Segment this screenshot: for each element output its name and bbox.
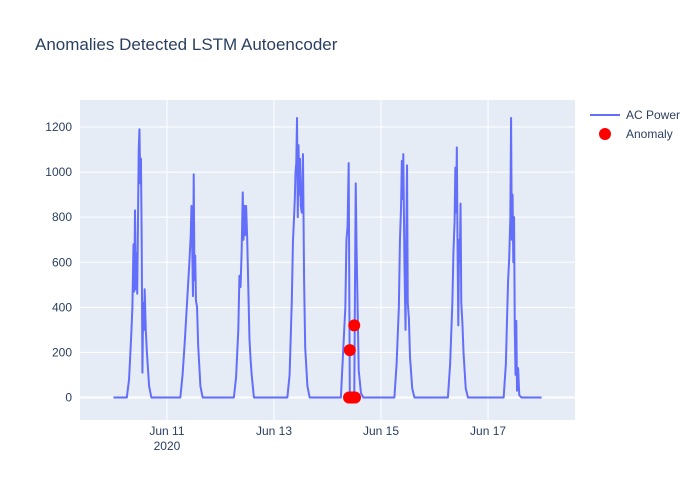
anomaly-point: [348, 319, 361, 332]
y-tick-label: 1200: [45, 120, 72, 134]
legend-anomaly-swatch: [599, 128, 611, 140]
ac-power-line: [113, 117, 542, 399]
y-tick-label: 400: [52, 300, 72, 314]
x-tick-sublabel: 2020: [154, 439, 181, 453]
series-layer: [113, 117, 542, 404]
legend-anomaly-label: Anomaly: [626, 127, 673, 141]
anomaly-point: [343, 344, 356, 357]
legend: AC Power Anomaly: [590, 108, 680, 141]
y-tick-label: 1000: [45, 165, 72, 179]
x-tick-label: Jun 17: [470, 424, 506, 438]
y-tick-label: 800: [52, 210, 72, 224]
y-tick-label: 600: [52, 255, 72, 269]
y-tick-label: 0: [65, 390, 72, 404]
plot-area: [80, 100, 575, 420]
y-axis: 0 200 400 600 800 1000 1200: [45, 120, 72, 404]
x-tick-label: Jun 15: [363, 424, 399, 438]
x-tick-label: Jun 11: [149, 424, 184, 438]
legend-ac-power-label: AC Power: [626, 108, 680, 122]
anomaly-point: [349, 391, 361, 404]
y-tick-label: 200: [52, 345, 72, 359]
x-tick-label: Jun 13: [256, 424, 292, 438]
chart-title: Anomalies Detected LSTM Autoencoder: [35, 35, 338, 54]
